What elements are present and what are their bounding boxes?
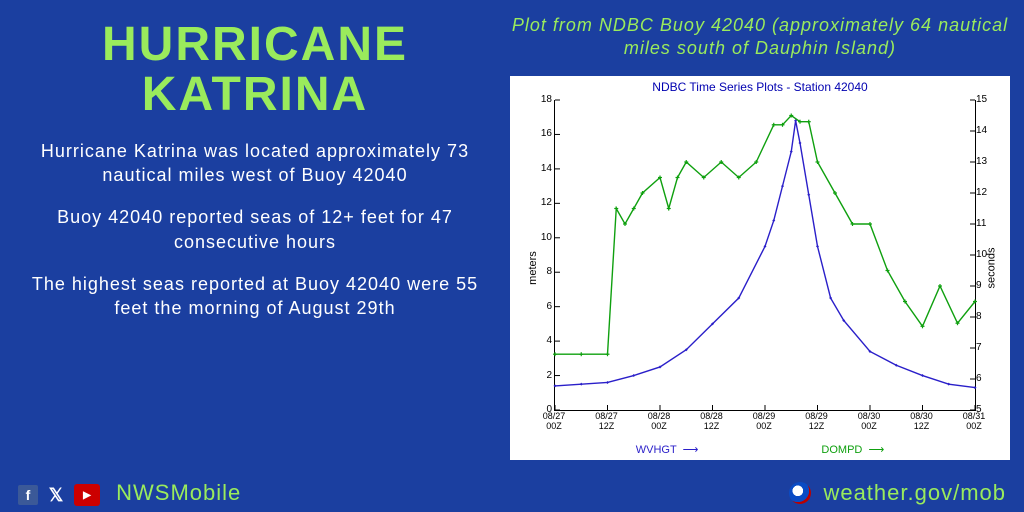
y-left-tick: 16: [534, 128, 552, 139]
y-left-tick: 14: [534, 163, 552, 174]
paragraph-3: The highest seas reported at Buoy 42040 …: [20, 272, 490, 321]
x-tick: 08/2900Z: [744, 412, 784, 432]
y-left-tick: 8: [534, 266, 552, 277]
y-right-tick: 15: [976, 94, 994, 105]
y-right-tick: 11: [976, 218, 994, 229]
y-right-tick: 13: [976, 156, 994, 167]
y-right-tick: 10: [976, 249, 994, 260]
x-tick: 08/2812Z: [692, 412, 732, 432]
youtube-icon[interactable]: ▶: [74, 484, 100, 506]
main-title: HURRICANE KATRINA: [20, 20, 490, 121]
y-left-tick: 10: [534, 232, 552, 243]
y-left-tick: 2: [534, 370, 552, 381]
y-right-tick: 14: [976, 125, 994, 136]
plot-area: [554, 100, 976, 411]
x-tick: 08/2700Z: [534, 412, 574, 432]
y-left-tick: 12: [534, 197, 552, 208]
x-tick: 08/2912Z: [797, 412, 837, 432]
y-right-tick: 6: [976, 373, 994, 384]
y-left-tick: 4: [534, 335, 552, 346]
footer-bar: f 𝕏 ▶ NWSMobile weather.gov/mob: [0, 474, 1024, 512]
x-tick: 08/3012Z: [902, 412, 942, 432]
chart-caption: Plot from NDBC Buoy 42040 (approximately…: [510, 14, 1010, 61]
x-icon[interactable]: 𝕏: [46, 485, 66, 505]
facebook-icon[interactable]: f: [18, 485, 38, 505]
y-right-tick: 8: [976, 311, 994, 322]
social-handle: NWSMobile: [116, 480, 241, 505]
paragraph-1: Hurricane Katrina was located approximat…: [20, 139, 490, 188]
social-icons: f 𝕏 ▶: [18, 484, 100, 506]
infographic-root: HURRICANE KATRINA Hurricane Katrina was …: [0, 0, 1024, 512]
y-right-tick: 7: [976, 342, 994, 353]
y-left-tick: 6: [534, 301, 552, 312]
y-right-tick: 9: [976, 280, 994, 291]
plot-svg: [555, 100, 975, 410]
y-left-tick: 18: [534, 94, 552, 105]
y-right-tick: 12: [976, 187, 994, 198]
x-tick: 08/2712Z: [587, 412, 627, 432]
x-tick: 08/3100Z: [954, 412, 994, 432]
title-line-1: HURRICANE: [102, 18, 408, 71]
footer-url[interactable]: weather.gov/mob: [823, 480, 1006, 505]
x-tick: 08/3000Z: [849, 412, 889, 432]
legend-wvhgt: WVHGT ⟶: [636, 444, 699, 456]
footer-right: weather.gov/mob: [789, 480, 1006, 506]
paragraph-2: Buoy 42040 reported seas of 12+ feet for…: [20, 205, 490, 254]
title-line-2: KATRINA: [142, 68, 368, 121]
chart-title: NDBC Time Series Plots - Station 42040: [510, 80, 1010, 94]
chart-panel: NDBC Time Series Plots - Station 42040 m…: [510, 76, 1010, 460]
chart-legend: WVHGT ⟶ DOMPD ⟶: [510, 443, 1010, 456]
x-tick: 08/2800Z: [639, 412, 679, 432]
legend-dompd: DOMPD ⟶: [821, 444, 884, 456]
nws-logo-icon: [789, 482, 811, 504]
footer-left: f 𝕏 ▶ NWSMobile: [18, 480, 241, 506]
left-column: HURRICANE KATRINA Hurricane Katrina was …: [20, 20, 490, 339]
